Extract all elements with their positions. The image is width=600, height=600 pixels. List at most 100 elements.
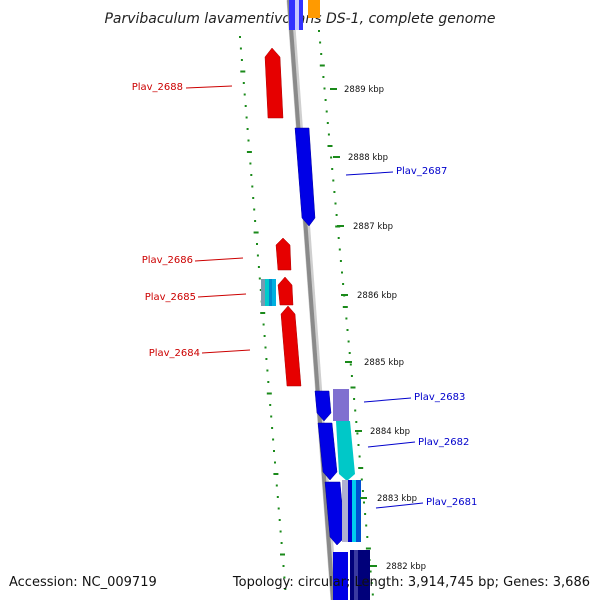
leader-plav-2685: [197, 293, 247, 298]
gc-dot: [258, 277, 261, 280]
gc-dot: [326, 122, 329, 124]
gc-dot: [345, 317, 348, 320]
gc-dot: [327, 133, 330, 136]
svg-text:2886 kbp: 2886 kbp: [357, 291, 397, 301]
gc-dot: [323, 87, 326, 90]
label-plav-2688[interactable]: Plav_2688: [132, 82, 183, 93]
gc-dot: [252, 197, 255, 199]
gc-dot: [333, 191, 336, 193]
svg-text:2885 kbp: 2885 kbp: [364, 358, 404, 368]
gc-content-dots-left: [239, 36, 287, 590]
gc-dot: [327, 145, 333, 147]
gc-dot: [331, 168, 334, 170]
leader-plav-2683: [363, 397, 412, 403]
gc-dot: [239, 47, 242, 50]
gene-plav-2686[interactable]: [275, 237, 292, 271]
leader-plav-2686: [194, 257, 244, 262]
gc-dot: [319, 64, 325, 67]
gene-plav-2683-lavender[interactable]: [333, 389, 349, 421]
gc-dot: [259, 289, 262, 291]
gene-plav-2685-red[interactable]: [277, 276, 294, 306]
label-plav-2683[interactable]: Plav_2683: [414, 392, 465, 403]
tick-2888: 2888 kbp: [333, 153, 388, 163]
gc-dot: [266, 369, 269, 372]
gc-dot: [253, 208, 256, 211]
gc-dot: [335, 214, 338, 216]
gc-dot: [319, 41, 322, 44]
gc-dot: [245, 116, 248, 119]
gc-dot: [371, 593, 374, 596]
gc-dot: [277, 507, 280, 510]
gc-dot: [365, 524, 368, 527]
gc-dot: [324, 99, 327, 101]
leader-plav-2681: [375, 502, 424, 509]
gc-dot: [265, 358, 268, 360]
tick-2885: 2885 kbp: [345, 358, 404, 368]
label-plav-2687[interactable]: Plav_2687: [396, 166, 447, 177]
gc-dot: [338, 248, 341, 251]
gc-dot: [358, 467, 364, 469]
gc-dot: [279, 530, 282, 533]
leader-plav-2688: [185, 85, 233, 89]
gene-plav-2688[interactable]: [264, 47, 284, 119]
gc-dot: [249, 162, 252, 165]
label-plav-2686[interactable]: Plav_2686: [142, 255, 193, 266]
gene-plav-2687[interactable]: [294, 127, 316, 227]
gc-dot: [274, 461, 276, 464]
gene-plav-2682-blue[interactable]: [317, 422, 338, 481]
gc-dot: [270, 415, 273, 418]
label-plav-2681[interactable]: Plav_2681: [426, 497, 477, 508]
gene-plav-2683-blue[interactable]: [314, 390, 332, 422]
gene-plav-2682-cyan[interactable]: [336, 421, 355, 481]
gc-dot: [243, 93, 246, 96]
gc-dot: [363, 501, 365, 504]
gc-dot: [253, 231, 259, 234]
gc-dot: [276, 496, 279, 498]
accession-text: Accession: NC_009719: [9, 575, 157, 590]
label-plav-2685[interactable]: Plav_2685: [145, 292, 196, 303]
gc-dot: [278, 519, 281, 521]
gc-dot: [283, 576, 286, 579]
gene-plav-2684[interactable]: [280, 305, 302, 387]
gc-dot: [256, 254, 259, 257]
tick-2883: 2883 kbp: [360, 494, 417, 504]
svg-text:2882 kbp: 2882 kbp: [386, 562, 426, 572]
bottom-blue-feature: [333, 552, 348, 600]
gc-dot: [320, 53, 323, 55]
gc-dot: [339, 260, 342, 262]
gc-dot: [247, 139, 250, 142]
gc-dot: [330, 156, 333, 159]
gc-dot: [242, 82, 245, 84]
gc-dot: [366, 536, 369, 538]
svg-text:2884 kbp: 2884 kbp: [370, 427, 410, 437]
gc-dot: [369, 570, 372, 573]
gc-dot: [361, 490, 364, 492]
tick-2882: 2882 kbp: [370, 562, 426, 572]
gc-dot: [256, 243, 258, 245]
leader-plav-2687: [345, 171, 394, 176]
gc-dot: [322, 76, 325, 78]
gc-dot: [334, 202, 337, 205]
top-orange-feature: [308, 0, 320, 18]
gene-plav-2681-blue[interactable]: [324, 481, 346, 546]
svg-text:2889 kbp: 2889 kbp: [344, 85, 384, 95]
gc-dot: [354, 409, 357, 412]
label-plav-2682[interactable]: Plav_2682: [418, 437, 469, 448]
gc-dot: [254, 220, 257, 222]
gc-dot: [240, 59, 243, 61]
gc-dot: [282, 565, 285, 567]
tick-2884: 2884 kbp: [355, 427, 410, 437]
gc-dot: [356, 432, 359, 435]
tick-2889: 2889 kbp: [330, 85, 384, 95]
label-plav-2684[interactable]: Plav_2684: [149, 348, 200, 359]
gene-plav-2685-stripes[interactable]: [261, 279, 276, 306]
gene-plav-2681-stripes[interactable]: [342, 480, 361, 542]
gc-dot: [353, 398, 356, 400]
gc-dot: [358, 455, 361, 458]
gc-dot: [250, 174, 253, 176]
gc-dot: [348, 352, 351, 354]
gc-dot: [273, 450, 275, 452]
gc-dot: [349, 363, 352, 366]
gc-dot: [370, 582, 373, 584]
